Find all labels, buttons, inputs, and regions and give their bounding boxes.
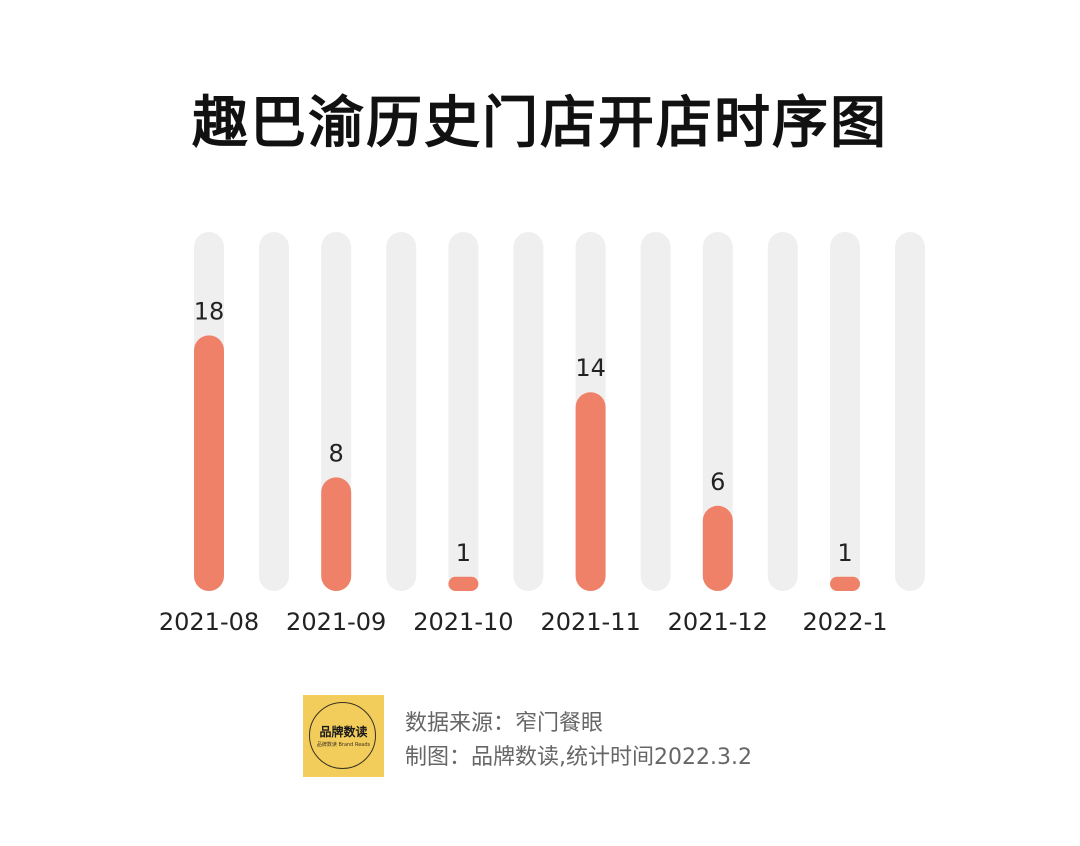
data-label: 18 [194, 297, 225, 325]
data-label: 1 [456, 539, 471, 567]
data-label: 14 [575, 354, 606, 382]
spacer-track [386, 232, 417, 591]
credit-text: 制图：品牌数读,统计时间2022.3.2 [405, 745, 752, 770]
logo-subtext: 品牌数读 Brand Reads [316, 742, 371, 748]
bar-track [830, 232, 860, 591]
bar [321, 477, 352, 591]
spacer-track [259, 232, 289, 591]
data-label: 1 [837, 539, 852, 567]
bar-track [702, 232, 733, 591]
data-labels: 18 8 1 14 6 1 [194, 297, 853, 566]
spacer-track [895, 232, 925, 591]
bar [448, 576, 479, 591]
data-bars [194, 335, 860, 591]
logo-text: 品牌数读 [319, 725, 368, 739]
x-axis-tick-labels: 2021-08 2021-09 2021-10 2021-11 2021-12 2022-… [159, 608, 888, 636]
bar [702, 505, 733, 591]
x-tick-label: 2021-12 [668, 608, 768, 636]
bar-track [448, 232, 479, 591]
x-tick-label: 2021-08 [159, 608, 259, 636]
x-tick-label: 2021-10 [413, 608, 513, 636]
x-tick-label: 2021-09 [286, 608, 386, 636]
bar [194, 335, 224, 591]
data-label: 6 [710, 468, 725, 496]
data-label: 8 [329, 439, 344, 467]
spacer-track [767, 232, 798, 591]
spacer-track [640, 232, 671, 591]
bar [575, 392, 606, 591]
x-tick-label: 2022-1 [802, 608, 887, 636]
background-tracks [194, 232, 925, 591]
spacer-track [513, 232, 544, 591]
data-source-text: 数据来源：窄门餐眼 [405, 711, 604, 736]
x-tick-label: 2021-11 [540, 608, 640, 636]
logo-ring [309, 702, 376, 769]
brand-logo: 品牌数读 品牌数读 Brand Reads [303, 695, 384, 777]
chart-title: 趣巴渝历史门店开店时序图 [192, 91, 888, 156]
bar [830, 576, 860, 591]
